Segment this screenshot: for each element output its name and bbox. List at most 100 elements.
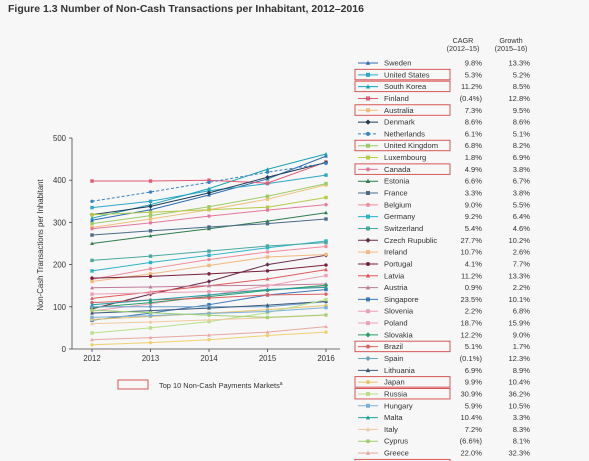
legend-row-greece: Greece 22.0% 32.3% [358,449,530,458]
y-tick-label: 100 [53,303,67,312]
data-point [265,293,270,297]
legend-row-italy: Italy 7.2% 8.3% [358,425,530,434]
legend-name: Japan [384,378,405,387]
data-point [90,337,94,342]
legend-row-singapore: Singapore 23.5% 10.1% [358,295,530,304]
legend-swatch-marker [366,155,370,160]
legend-swatch-marker [365,415,371,420]
legend-row-cyprus: Cyprus (6.6%) 8.1% [358,437,530,446]
legend-row-ireland: Ireland 10.7% 2.6% [358,248,530,257]
legend-cagr: 9.8% [465,59,483,68]
cagr-header-line2: (2012–15) [447,44,480,53]
legend-cagr: 6.8% [465,141,483,150]
data-point [90,199,94,203]
data-point [265,330,270,334]
legend-name: Switzerland [384,224,423,233]
x-tick-label: 2014 [200,354,218,363]
legend-name: Germany [384,212,415,221]
data-point [90,343,94,347]
data-point [324,297,328,302]
data-point [265,262,270,267]
legend-growth: 1.7% [513,342,531,351]
legend-cagr: 5.9% [465,401,483,410]
data-point [265,208,270,212]
data-point [90,258,94,263]
legend-row-sweden: Sweden 9.8% 13.3% [358,59,530,68]
data-point [90,292,94,296]
data-point [148,319,153,324]
top10-highlight-box [354,340,451,353]
data-point [324,154,328,158]
data-point [265,219,270,223]
legend-growth: 8.1% [513,437,531,446]
legend-name: Greece [384,449,409,458]
top10-key-footnote: a [280,381,283,387]
data-point [324,181,328,186]
legend-name: Belgium [384,200,411,209]
data-point [324,252,328,257]
data-point [148,204,153,209]
data-point [148,298,153,302]
legend-name: Australia [384,106,414,115]
data-point [207,292,211,297]
x-tick-label: 2016 [317,354,334,363]
legend-growth: 6.4% [513,212,531,221]
data-point [90,285,94,290]
legend-cagr: 1.8% [465,153,483,162]
series-greece [90,324,328,342]
top10-highlight-box [354,104,451,116]
legend-swatch-marker [366,309,370,314]
legend-cagr: 5.3% [465,70,483,79]
data-point [90,179,94,183]
data-point [148,179,153,183]
x-tick-label: 2013 [142,354,159,363]
legend-row-belgium: Belgium 9.0% 5.5% [358,200,530,209]
legend-row-brazil: Brazil 5.1% 1.7% [354,340,531,353]
data-point [324,324,328,329]
data-point [148,221,153,225]
table-headers: CAGR (2012–15) Growth (2015–16) [447,36,528,53]
data-point [207,225,211,229]
data-point [207,208,211,212]
data-point [90,321,94,326]
top10-highlight-box [354,458,451,461]
data-point [90,269,94,273]
legend-swatch-marker [365,332,371,338]
legend-cagr: 7.3% [465,106,483,115]
data-point [265,269,270,273]
data-point [324,305,328,310]
data-point [206,190,212,196]
data-point [324,217,328,221]
data-point [148,274,153,279]
y-tick-label: 400 [53,176,67,185]
legend-name: Lithuania [384,366,416,375]
data-point [207,263,211,268]
legend-row-denmark: Denmark 8.6% 8.6% [358,118,530,127]
top10-key-swatch [117,379,149,390]
data-point [148,326,153,330]
data-point [148,210,153,214]
data-point [324,161,328,166]
data-point [207,319,211,324]
data-point [90,279,94,284]
legend-growth: 13.3% [508,59,530,68]
data-point [265,309,270,314]
legend-cagr: 12.2% [460,330,482,339]
legend-swatch-marker [366,297,370,302]
legend-cagr: 9.2% [465,212,483,221]
series-ireland [90,252,328,284]
data-point [207,253,211,258]
growth-header-line1: Growth [499,36,522,45]
data-point [324,267,328,272]
legend: Sweden 9.8% 13.3%United States 5.3% 5.2%Sout… [354,59,531,461]
data-point [148,207,153,212]
data-point [90,300,94,305]
legend-row-poland: Poland 18.7% 15.9% [358,319,530,328]
legend-swatch-marker [366,344,370,349]
legend-swatch-marker [365,450,371,455]
data-point [148,199,153,203]
data-point [148,313,153,318]
series-china [90,330,328,347]
data-point [90,221,94,226]
data-point [324,292,328,296]
